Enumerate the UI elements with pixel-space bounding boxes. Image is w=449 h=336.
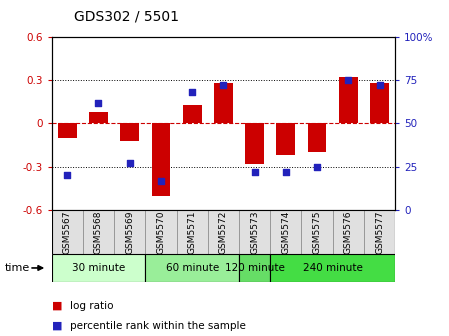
Text: 120 minute: 120 minute <box>224 263 285 273</box>
Text: 240 minute: 240 minute <box>303 263 363 273</box>
Text: GSM5573: GSM5573 <box>250 210 259 254</box>
Bar <box>370 83 389 124</box>
Text: GDS302 / 5501: GDS302 / 5501 <box>74 9 179 24</box>
Bar <box>120 124 139 141</box>
Point <box>189 90 196 95</box>
Bar <box>333 210 364 254</box>
Bar <box>145 210 176 254</box>
Bar <box>114 210 145 254</box>
Bar <box>152 124 170 196</box>
Point <box>220 83 227 88</box>
Bar <box>176 210 208 254</box>
Text: GSM5569: GSM5569 <box>125 210 134 254</box>
Text: 60 minute: 60 minute <box>166 263 219 273</box>
Bar <box>58 124 77 138</box>
Point <box>95 100 102 106</box>
Bar <box>270 210 301 254</box>
Bar <box>145 254 239 282</box>
Point <box>345 78 352 83</box>
Bar <box>364 210 395 254</box>
Text: percentile rank within the sample: percentile rank within the sample <box>70 321 246 331</box>
Text: GSM5576: GSM5576 <box>344 210 353 254</box>
Text: ■: ■ <box>52 301 62 311</box>
Bar <box>270 254 395 282</box>
Point <box>313 164 321 169</box>
Point <box>157 178 164 183</box>
Point <box>282 169 290 175</box>
Text: GSM5572: GSM5572 <box>219 210 228 254</box>
Point <box>126 161 133 166</box>
Text: GSM5568: GSM5568 <box>94 210 103 254</box>
Text: ■: ■ <box>52 321 62 331</box>
Text: GSM5577: GSM5577 <box>375 210 384 254</box>
Bar <box>277 124 295 155</box>
Bar <box>308 124 326 152</box>
Text: log ratio: log ratio <box>70 301 113 311</box>
Text: GSM5567: GSM5567 <box>63 210 72 254</box>
Bar <box>245 124 264 164</box>
Text: GSM5571: GSM5571 <box>188 210 197 254</box>
Bar <box>83 210 114 254</box>
Text: 30 minute: 30 minute <box>72 263 125 273</box>
Point <box>64 173 71 178</box>
Bar <box>52 254 145 282</box>
Bar <box>301 210 333 254</box>
Text: time: time <box>4 263 30 273</box>
Bar <box>183 105 202 124</box>
Point <box>251 169 258 175</box>
Bar <box>239 210 270 254</box>
Text: GSM5574: GSM5574 <box>282 210 291 254</box>
Bar <box>208 210 239 254</box>
Bar <box>214 83 233 124</box>
Bar <box>52 210 83 254</box>
Bar <box>89 112 108 124</box>
Text: GSM5570: GSM5570 <box>156 210 165 254</box>
Text: GSM5575: GSM5575 <box>313 210 321 254</box>
Bar <box>339 77 358 124</box>
Bar <box>239 254 270 282</box>
Point <box>376 83 383 88</box>
